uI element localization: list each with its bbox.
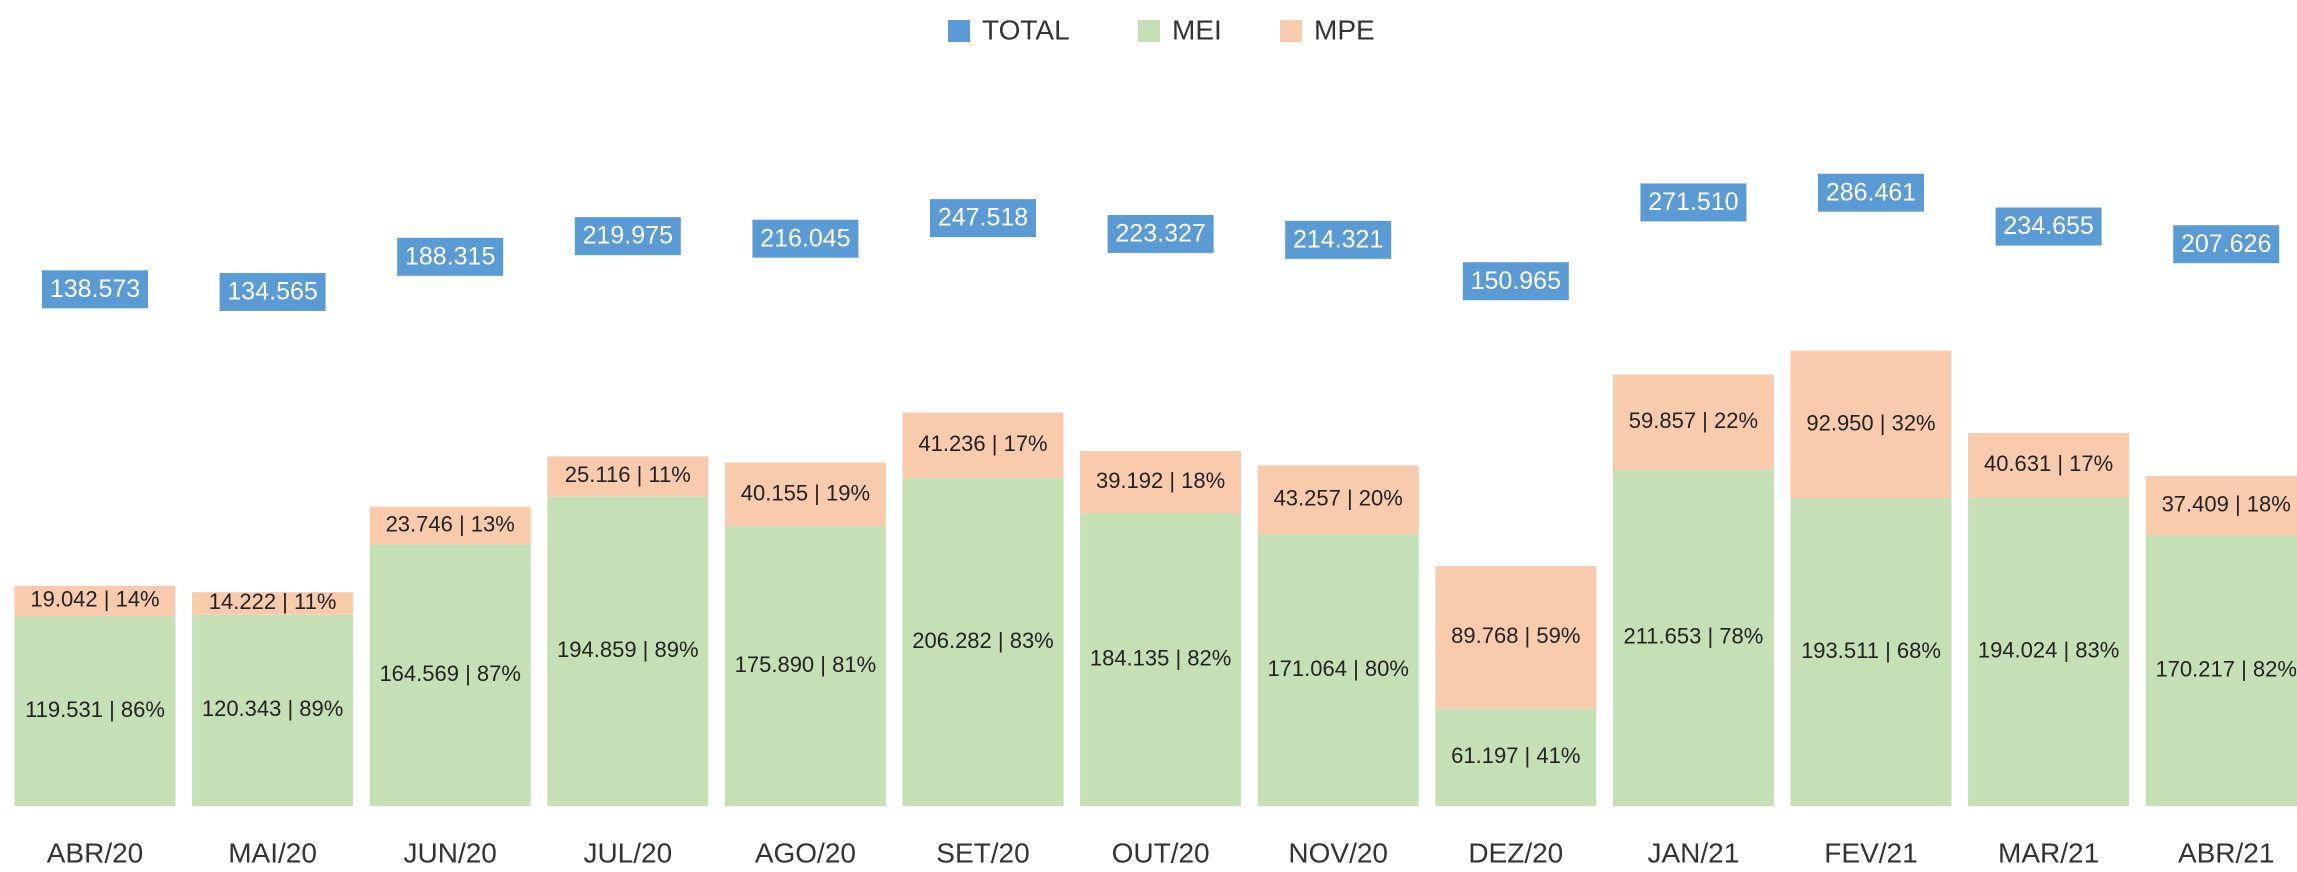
data-label: 211.653 | 78% [1623,624,1763,649]
data-label: 92.950 | 32% [1806,410,1935,435]
data-label: 89.768 | 59% [1451,623,1580,648]
x-tick-label: FEV/21 [1824,837,1917,868]
data-label: 23.746 | 13% [386,511,515,536]
data-label: 39.192 | 18% [1096,468,1225,493]
bar-segment [547,456,709,497]
data-label: 194.024 | 83% [1978,638,2120,663]
data-label: 206.282 | 83% [912,628,1054,653]
total-marker [574,217,681,256]
x-tick-label: OUT/20 [1112,837,1210,868]
total-label: 150.965 [1471,267,1561,295]
legend-swatch [1138,20,1160,42]
bar-segment [1612,469,1774,806]
x-tick-label: JUN/20 [404,837,497,868]
bar-segment [1435,566,1597,709]
x-tick-label: DEZ/20 [1468,837,1563,868]
data-label: 19.042 | 14% [30,587,159,612]
bar-segment [1080,451,1242,514]
total-label: 223.327 [1115,220,1205,248]
data-label: 59.857 | 22% [1629,408,1758,433]
legend-swatch [1280,20,1302,42]
total-label: 216.045 [760,224,850,252]
total-marker [752,219,859,258]
total-label: 134.565 [227,278,317,306]
total-label: 219.975 [583,222,673,250]
total-marker [930,199,1036,238]
data-label: 119.531 | 86% [25,697,165,722]
data-label: 170.217 | 82% [2155,657,2297,682]
legend-label: MPE [1314,14,1375,45]
bar-segment [547,496,709,806]
data-label: 25.116 | 11% [565,462,691,487]
x-tick-label: MAI/20 [228,837,317,868]
data-label: 40.631 | 17% [1984,451,2113,476]
x-tick-label: ABR/20 [47,837,144,868]
bar-segment [724,462,886,527]
data-label: 61.197 | 41% [1451,743,1580,768]
bar-segment [1790,350,1952,499]
total-label: 214.321 [1293,225,1383,253]
total-marker [1462,262,1569,301]
bar-segment [1612,374,1774,470]
total-marker [1285,220,1392,259]
total-marker [1995,207,2102,246]
data-label: 194.859 | 89% [557,637,699,662]
total-marker [1107,214,1214,253]
total-label: 188.315 [405,242,495,270]
bar-segment [724,526,886,806]
legend-label: MEI [1172,14,1222,45]
total-label: 247.518 [938,204,1028,232]
data-label: 40.155 | 19% [741,480,870,505]
total-marker [42,270,148,309]
bar-segment [1790,498,1952,806]
bar-segment [2145,476,2297,536]
total-label: 271.510 [1648,188,1738,216]
bar-segment [1968,497,2130,806]
total-label: 207.626 [2181,230,2271,258]
bar-segment [1080,513,1242,806]
bar-segment [14,616,176,806]
total-label: 234.655 [2003,212,2093,240]
x-tick-label: JAN/21 [1647,837,1739,868]
x-tick-label: NOV/20 [1288,837,1388,868]
x-tick-label: JUL/20 [583,837,672,868]
bar-segment [369,544,531,806]
legend-swatch [948,20,970,42]
total-label: 138.573 [50,275,140,303]
total-marker [2173,225,2280,264]
data-label: 37.409 | 18% [2162,492,2291,517]
bar-segment [1257,534,1419,806]
data-label: 14.222 | 11% [209,589,337,614]
bar-segment [369,506,531,545]
bar-segment [192,592,354,615]
x-tick-label: AGO/20 [755,837,856,868]
data-label: 120.343 | 89% [202,696,344,721]
x-tick-label: SET/20 [936,837,1029,868]
bar-segment [902,412,1064,479]
bar-segment [1435,708,1597,806]
data-label: 41.236 | 17% [918,431,1047,456]
x-tick-label: ABR/21 [2178,837,2275,868]
total-label: 286.461 [1826,178,1916,206]
data-label: 43.257 | 20% [1274,486,1403,511]
total-marker [1640,183,1747,222]
bar-segment [902,478,1064,806]
bar-segment [14,585,176,617]
bar-segment [1257,465,1419,535]
data-label: 184.135 | 82% [1090,645,1232,670]
legend-label: TOTAL [982,14,1070,45]
data-label: 175.890 | 81% [735,652,877,677]
data-label: 171.064 | 80% [1267,656,1409,681]
total-marker [219,272,326,311]
bar-segment [192,614,354,806]
x-tick-label: MAR/21 [1998,837,2099,868]
bar-segment [1968,433,2130,498]
data-label: 193.511 | 68% [1801,638,1941,663]
total-marker [397,237,504,276]
bar-segment [2145,535,2297,806]
data-label: 164.569 | 87% [379,661,521,686]
total-marker [1818,173,1924,212]
